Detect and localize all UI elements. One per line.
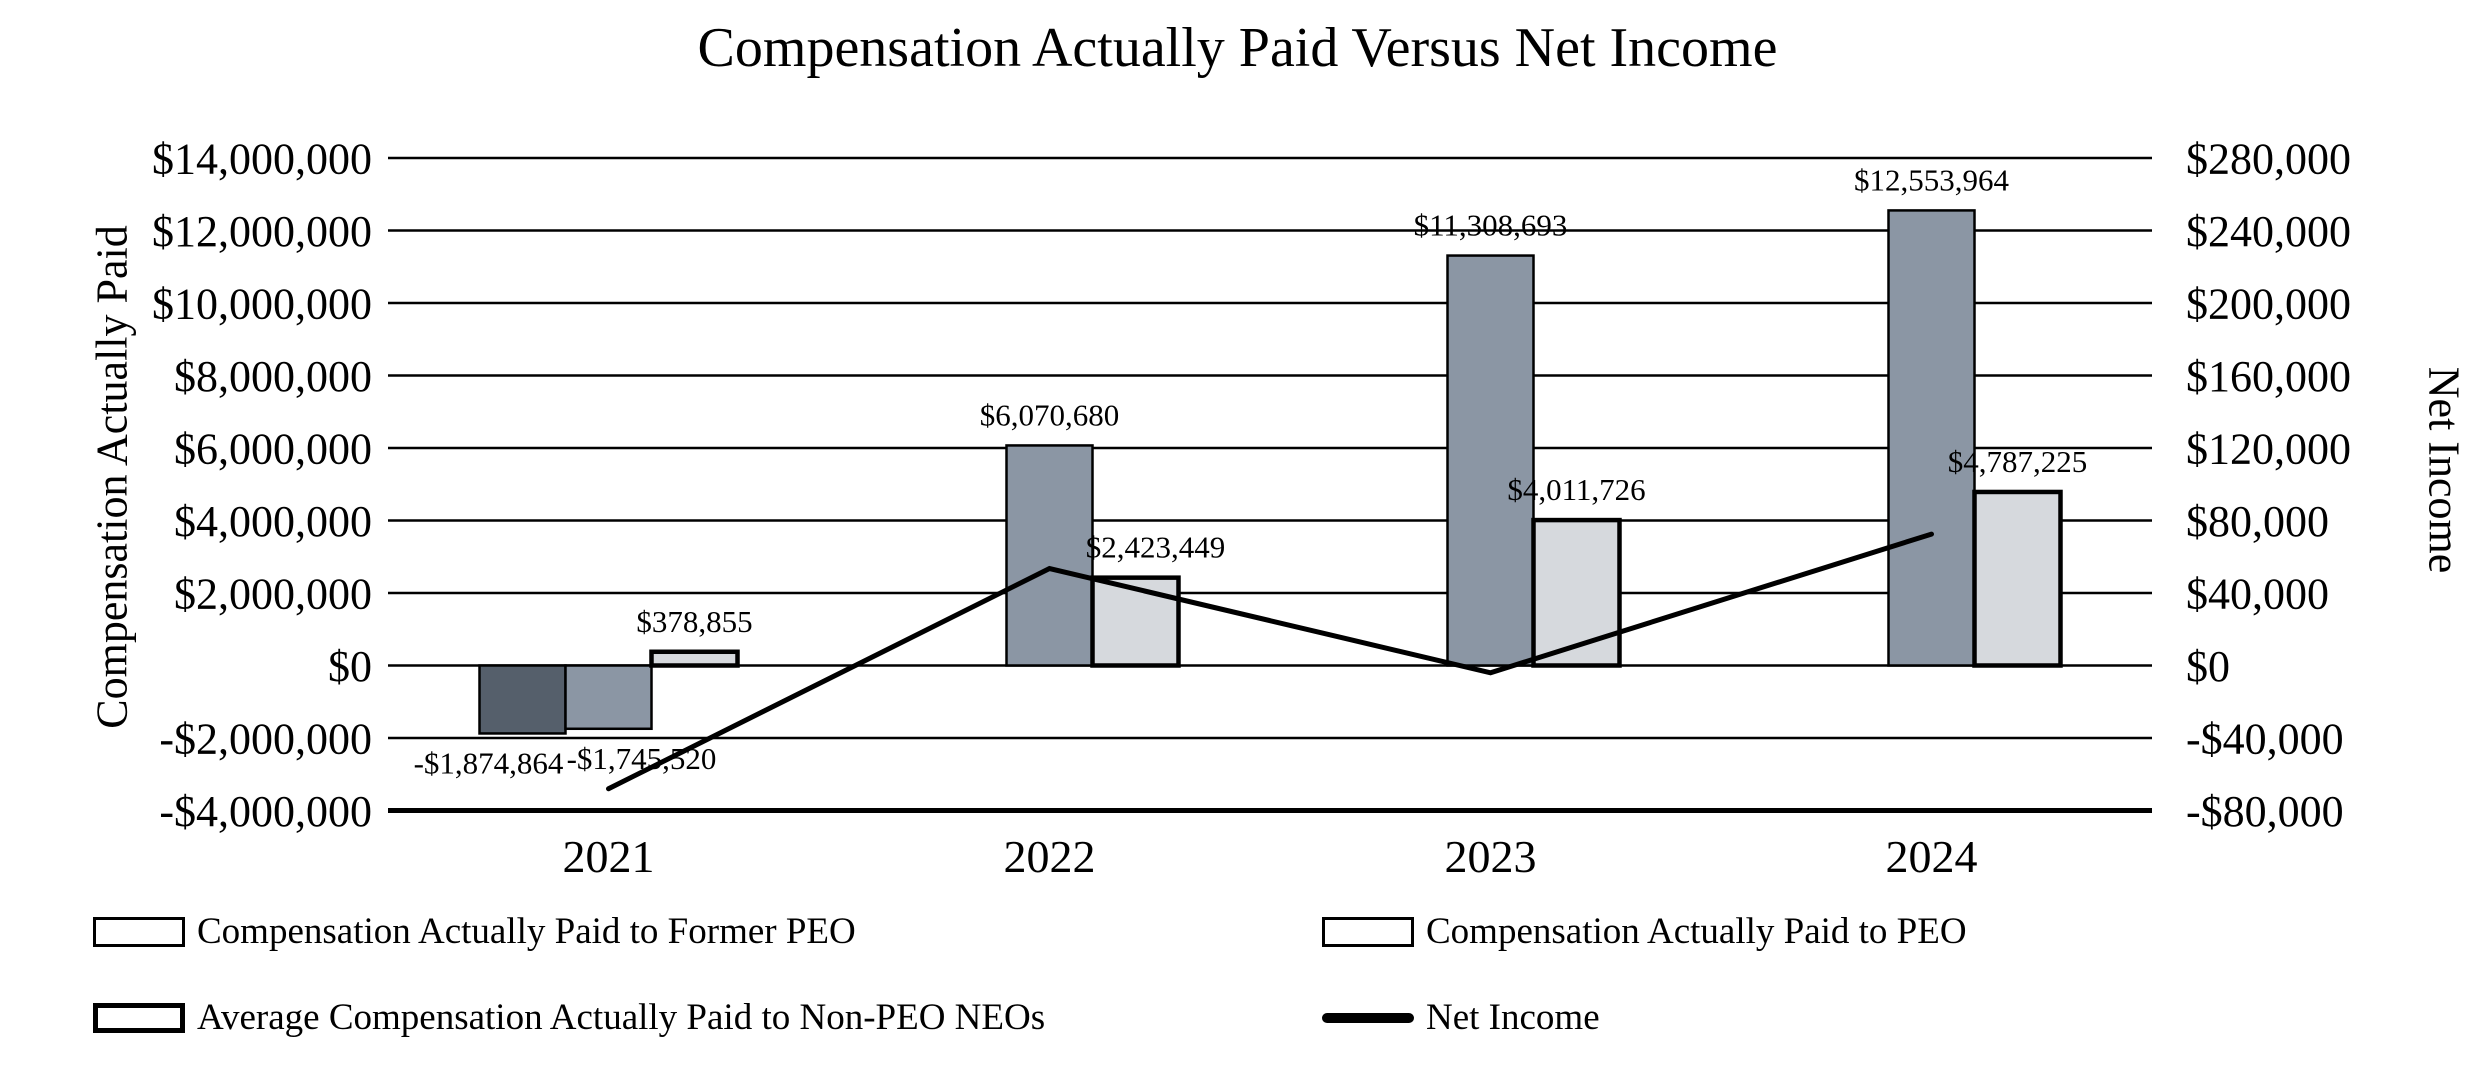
non-peo-neos-swatch	[93, 1003, 185, 1033]
bar-series1-2021	[478, 664, 567, 735]
bar-series2-2022	[1005, 444, 1094, 667]
left-axis-tick-label: -$2,000,000	[159, 714, 372, 763]
legend-item-peo: Compensation Actually Paid to PEO	[1322, 908, 1967, 956]
bar-series3-2021	[649, 649, 740, 668]
left-axis-tick-label: $6,000,000	[174, 424, 372, 473]
former-peo-swatch	[93, 917, 185, 947]
bar-series3-2023	[1531, 517, 1622, 668]
left-axis-tick-label: $4,000,000	[174, 497, 372, 546]
legend-label: Compensation Actually Paid to PEO	[1426, 911, 1967, 952]
left-axis-tick-label: $14,000,000	[152, 134, 372, 183]
legend-label: Average Compensation Actually Paid to No…	[197, 997, 1046, 1038]
net-income-line	[606, 531, 1934, 792]
legend-label: Compensation Actually Paid to Former PEO	[197, 911, 856, 952]
legend-item-non-peo-neos: Average Compensation Actually Paid to No…	[93, 994, 1045, 1042]
left-axis-tick-label: $8,000,000	[174, 352, 372, 401]
bar-value-label: $4,011,726	[1507, 472, 1645, 507]
peo-swatch	[1322, 917, 1414, 947]
bar-series2-2021	[564, 664, 653, 731]
left-axis-tick-label: $2,000,000	[174, 569, 372, 618]
right-axis-tick-label: -$80,000	[2186, 787, 2344, 836]
legend-item-net-income: Net Income	[1322, 994, 1600, 1042]
bar-value-label: $2,423,449	[1086, 530, 1226, 565]
chart-title: Compensation Actually Paid Versus Net In…	[697, 17, 1778, 79]
right-axis-tick-label: $0	[2186, 642, 2230, 691]
x-axis-label: 2024	[1886, 831, 1978, 882]
bar-series3-2022	[1090, 575, 1181, 668]
bar-value-label: -$1,874,864	[414, 745, 564, 780]
right-axis-tick-label: $240,000	[2186, 207, 2351, 256]
legend-item-former-peo: Compensation Actually Paid to Former PEO	[93, 908, 856, 956]
x-axis-label: 2022	[1004, 831, 1096, 882]
bar-value-label: $378,855	[636, 604, 752, 639]
right-axis-tick-label: $200,000	[2186, 279, 2351, 328]
net-income-line-swatch	[1322, 1013, 1414, 1023]
left-axis-tick-label: $0	[328, 642, 372, 691]
x-axis-label: 2021	[563, 831, 655, 882]
legend-label: Net Income	[1426, 997, 1600, 1038]
x-axis-label: 2023	[1445, 831, 1537, 882]
left-axis-tick-label: -$4,000,000	[159, 787, 372, 836]
right-axis-tick-label: $160,000	[2186, 352, 2351, 401]
right-axis-tick-label: $40,000	[2186, 569, 2329, 618]
bar-series2-2023	[1446, 254, 1535, 667]
bar-series2-2024	[1887, 209, 1976, 667]
right-axis-tick-label: -$40,000	[2186, 714, 2344, 763]
bar-value-label: $11,308,693	[1414, 208, 1568, 243]
left-axis-tick-label: $10,000,000	[152, 279, 372, 328]
right-axis-tick-label: $120,000	[2186, 424, 2351, 473]
bar-value-label: $12,553,964	[1854, 162, 2010, 197]
bar-value-label: $4,787,225	[1948, 444, 2088, 479]
bar-series3-2024	[1972, 489, 2063, 668]
right-axis-tick-label: $80,000	[2186, 497, 2329, 546]
left-axis-tick-label: $12,000,000	[152, 207, 372, 256]
bar-value-label: $6,070,680	[980, 397, 1120, 432]
right-axis-tick-label: $280,000	[2186, 134, 2351, 183]
